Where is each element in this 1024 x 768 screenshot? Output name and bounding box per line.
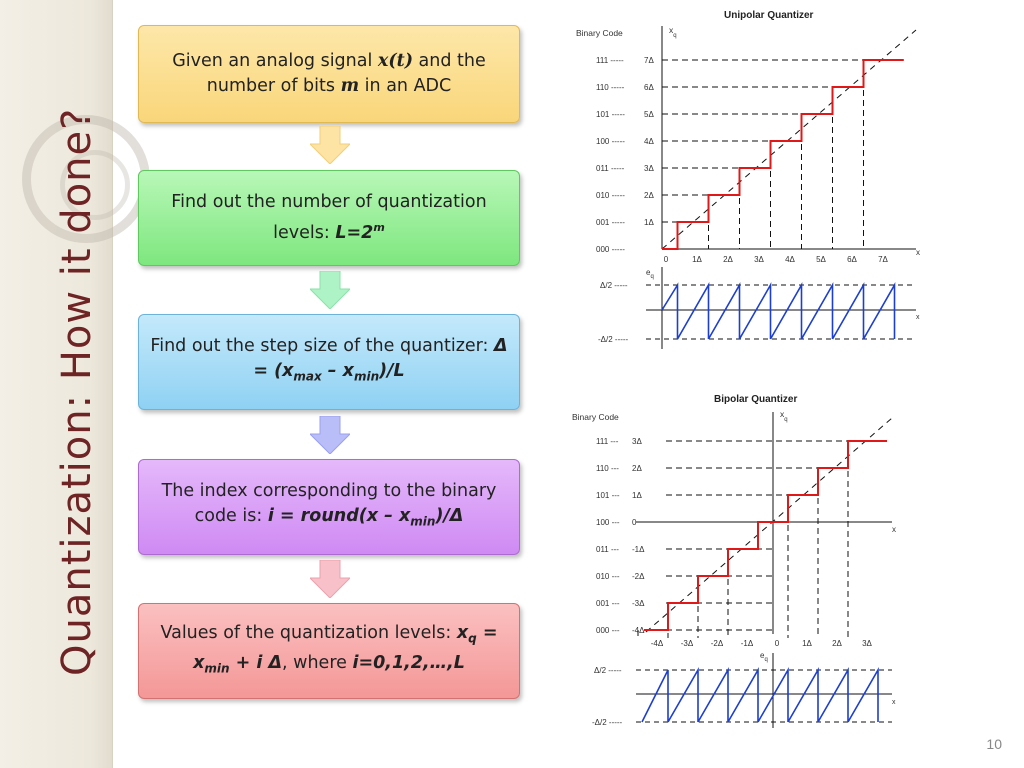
unipolar-level-label: 1Δ	[644, 218, 654, 227]
bipolar-staircase	[644, 440, 887, 631]
unipolar-title: Unipolar Quantizer	[724, 10, 814, 21]
unipolar-xq-label: xq	[669, 25, 677, 39]
bipolar-error-wave	[641, 667, 879, 723]
step-2-text: Find out the number of quantization leve…	[171, 192, 487, 243]
unipolar-code-label: 010 -----	[596, 191, 625, 200]
unipolar-error-wave	[661, 281, 896, 340]
unipolar-code-labels: 111 ----- 110 ----- 101 ----- 100 ----- 011 …	[596, 56, 625, 254]
bipolar-code-label: 100 ---	[596, 518, 620, 527]
unipolar-level-label: 4Δ	[644, 137, 654, 146]
down-arrow-icon	[310, 416, 350, 454]
bipolar-code-label: 011 ---	[596, 545, 619, 554]
unipolar-ideal-line	[661, 29, 917, 250]
bipolar-ideal-line	[645, 417, 893, 633]
unipolar-code-label: 110 -----	[596, 83, 625, 92]
bipolar-x-tick-label: 2Δ	[832, 639, 842, 648]
unipolar-code-label: 100 -----	[596, 137, 625, 146]
bipolar-xq-label: xq	[780, 409, 788, 423]
bipolar-code-label: 010 ---	[596, 572, 620, 581]
step-3-text: Find out the step size of the quantizer:…	[150, 336, 508, 384]
bipolar-x-tick-labels: -4Δ -3Δ -2Δ -1Δ 0 1Δ 2Δ 3Δ	[651, 639, 873, 648]
bipolar-error-top-label: Δ/2 -----	[594, 666, 622, 675]
step-2-box: Find out the number of quantization leve…	[138, 170, 520, 266]
unipolar-x-tick-label: 3Δ	[754, 255, 764, 264]
unipolar-level-label: 5Δ	[644, 110, 654, 119]
unipolar-error-x-label: x	[916, 314, 920, 321]
title-sidebar: Quantization: How it done?	[0, 0, 150, 768]
unipolar-x-tick-label: 1Δ	[692, 255, 702, 264]
page-number: 10	[986, 736, 1002, 752]
bipolar-x-tick-label: -3Δ	[681, 639, 694, 648]
bipolar-x-tick-label: -1Δ	[741, 639, 754, 648]
step-3-box: Find out the step size of the quantizer:…	[138, 314, 520, 410]
unipolar-x-tick-label: 5Δ	[816, 255, 826, 264]
bipolar-x-label: x	[892, 525, 896, 534]
bipolar-x-tick-label: 0	[775, 639, 780, 648]
bipolar-x-tick-label: 1Δ	[802, 639, 812, 648]
unipolar-x-tick-label: 6Δ	[847, 255, 857, 264]
unipolar-level-label: 3Δ	[644, 164, 654, 173]
bipolar-binary-code-label: Binary Code	[572, 412, 619, 422]
bipolar-code-label: 111 ---	[596, 437, 619, 446]
bipolar-code-label: 000 ---	[596, 626, 620, 635]
unipolar-level-label: 6Δ	[644, 83, 654, 92]
step-4-box: The index corresponding to the binary co…	[138, 459, 520, 555]
bipolar-x-tick-label: -4Δ	[651, 639, 664, 648]
unipolar-level-labels: 7Δ 6Δ 5Δ 4Δ 3Δ 2Δ 1Δ	[644, 56, 654, 227]
bipolar-level-label: 0	[632, 518, 637, 527]
unipolar-x-tick-label: 7Δ	[878, 255, 888, 264]
unipolar-level-label: 2Δ	[644, 191, 654, 200]
unipolar-code-label: 111 -----	[596, 56, 624, 65]
bipolar-title: Bipolar Quantizer	[714, 394, 797, 405]
bipolar-level-label: -3Δ	[632, 599, 645, 608]
down-arrow-icon	[310, 560, 350, 598]
bipolar-level-label: -4Δ	[632, 626, 645, 635]
down-arrow-icon	[310, 271, 350, 309]
bipolar-error-x-label: x	[892, 699, 896, 706]
bipolar-level-labels: 3Δ 2Δ 1Δ 0 -1Δ -2Δ -3Δ -4Δ	[632, 437, 645, 635]
bipolar-level-label: -2Δ	[632, 572, 645, 581]
unipolar-code-label: 000 -----	[596, 245, 625, 254]
step-1-box: Given an analog signal x(t) and the numb…	[138, 25, 520, 123]
bipolar-quantizer-figure: Bipolar Quantizer Binary Code xq x 111 -…	[572, 394, 896, 728]
bipolar-error-bottom-label: -Δ/2 -----	[592, 718, 623, 727]
decorative-ring-small	[60, 150, 130, 220]
bipolar-code-labels: 111 --- 110 --- 101 --- 100 --- 011 --- 010 -…	[596, 437, 620, 635]
unipolar-x-tick-label: 2Δ	[723, 255, 733, 264]
unipolar-error-bottom-label: -Δ/2 -----	[598, 335, 629, 344]
bipolar-code-label: 101 ---	[596, 491, 620, 500]
bipolar-dashed-grid	[637, 440, 849, 638]
unipolar-error-top-label: Δ/2 -----	[600, 281, 628, 290]
bipolar-x-tick-label: -2Δ	[711, 639, 724, 648]
unipolar-staircase	[662, 59, 904, 250]
down-arrow-icon	[310, 126, 350, 164]
step-5-text: Values of the quantization levels: xq = …	[160, 622, 498, 676]
bipolar-code-label: 001 ---	[596, 599, 620, 608]
bipolar-code-label: 110 ---	[596, 464, 619, 473]
unipolar-x-label: x	[916, 248, 920, 257]
bipolar-x-tick-label: 3Δ	[862, 639, 872, 648]
unipolar-x-tick-labels: 0 1Δ 2Δ 3Δ 4Δ 5Δ 6Δ 7Δ	[664, 255, 889, 264]
unipolar-code-label: 101 -----	[596, 110, 625, 119]
unipolar-x-tick-label: 4Δ	[785, 255, 795, 264]
unipolar-eq-label: eq	[646, 268, 654, 280]
bipolar-level-label: 2Δ	[632, 464, 642, 473]
bipolar-eq-label: eq	[760, 651, 768, 663]
bipolar-level-label: 1Δ	[632, 491, 642, 500]
bipolar-level-label: -1Δ	[632, 545, 645, 554]
unipolar-quantizer-figure: Unipolar Quantizer Binary Code xq x 111 …	[576, 10, 920, 349]
step-1-text: Given an analog signal x(t) and the numb…	[172, 51, 486, 96]
slide-title: Quantization: How it done?	[54, 107, 100, 676]
unipolar-code-label: 001 -----	[596, 218, 625, 227]
unipolar-code-label: 011 -----	[596, 164, 625, 173]
step-4-text: The index corresponding to the binary co…	[161, 481, 497, 529]
unipolar-x-tick-label: 0	[664, 255, 669, 264]
unipolar-binary-code-label: Binary Code	[576, 28, 623, 38]
unipolar-level-label: 7Δ	[644, 56, 654, 65]
bipolar-level-label: 3Δ	[632, 437, 642, 446]
step-5-box: Values of the quantization levels: xq = …	[138, 603, 520, 699]
